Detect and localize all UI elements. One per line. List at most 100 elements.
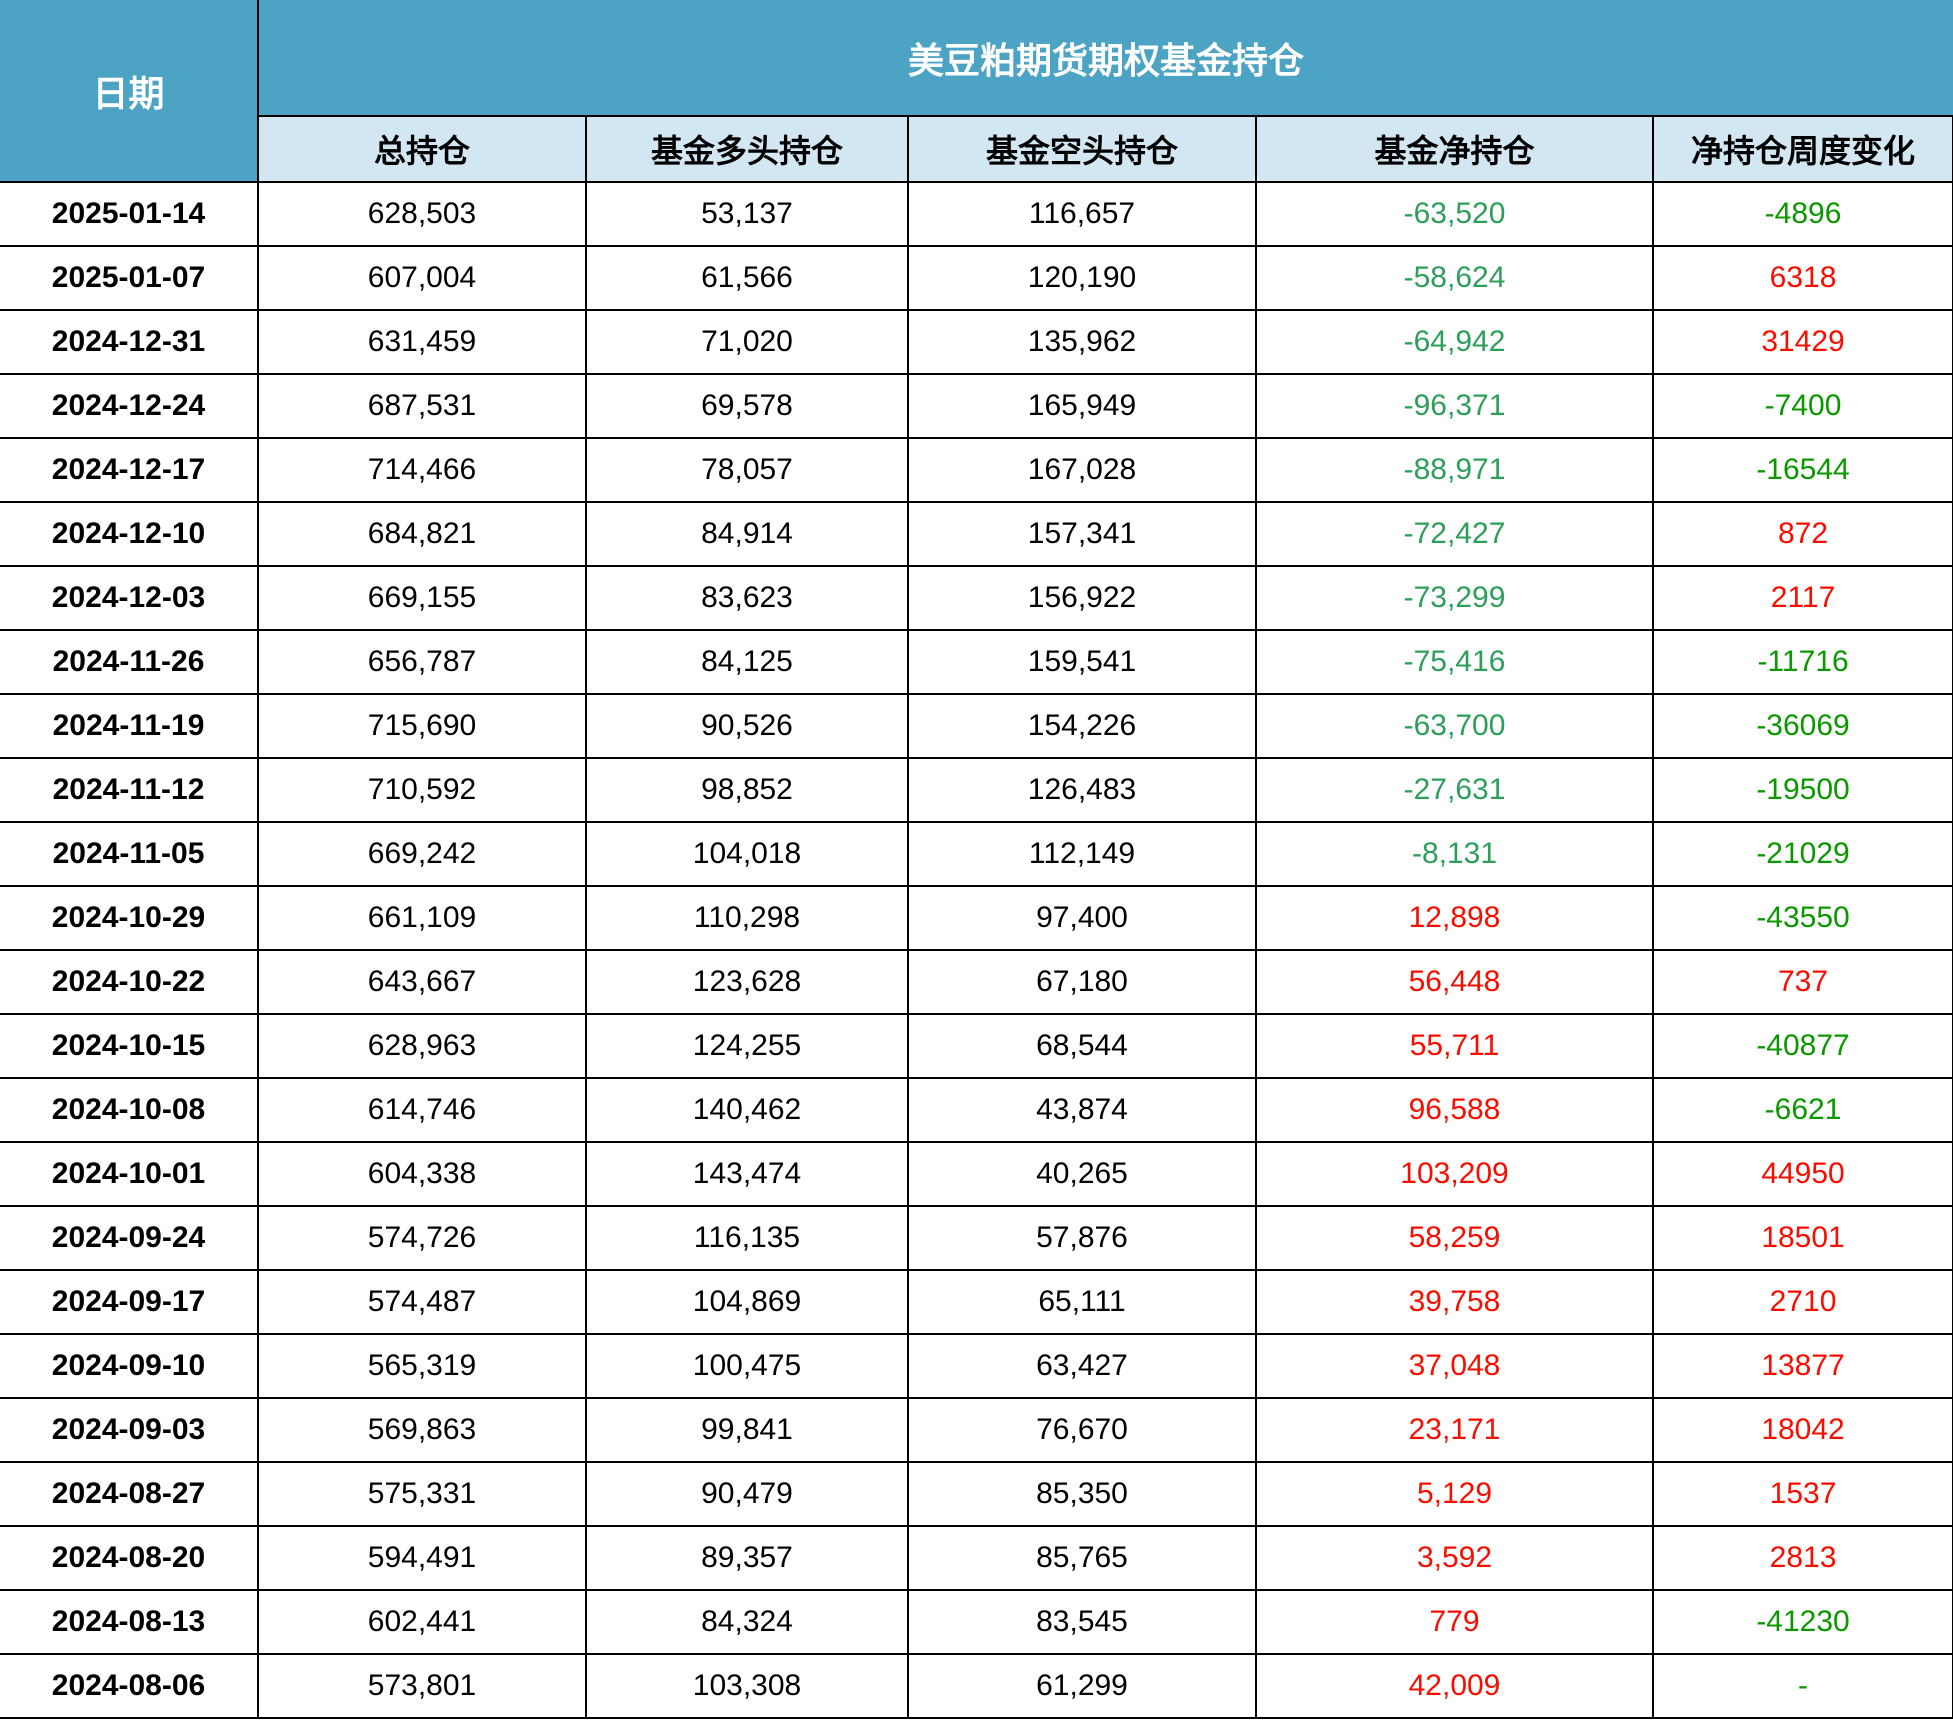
table-row: 2024-12-10 684,821 84,914 157,341 -72,427 872 [0, 501, 1953, 567]
weekly-change-cell: -40877 [1651, 1013, 1953, 1079]
fund-long-cell: 71,020 [585, 309, 909, 375]
date-cell: 2025-01-07 [0, 245, 259, 311]
total-position-cell: 574,726 [257, 1205, 587, 1271]
table-row: 2024-11-19 715,690 90,526 154,226 -63,700 -36… [0, 693, 1953, 759]
table-row: 2024-12-03 669,155 83,623 156,922 -73,299 211… [0, 565, 1953, 631]
total-position-cell: 661,109 [257, 885, 587, 951]
weekly-change-cell: -7400 [1651, 373, 1953, 439]
fund-net-cell: -72,427 [1255, 501, 1654, 567]
fund-long-cell: 53,137 [585, 181, 909, 247]
weekly-change-cell: 2710 [1651, 1269, 1953, 1335]
date-cell: 2024-10-22 [0, 949, 259, 1015]
total-position-cell: 628,963 [257, 1013, 587, 1079]
total-position-cell: 643,667 [257, 949, 587, 1015]
fund-net-cell: 37,048 [1255, 1333, 1654, 1399]
fund-net-cell: 42,009 [1255, 1653, 1654, 1719]
fund-long-cell: 140,462 [585, 1077, 909, 1143]
fund-long-cell: 100,475 [585, 1333, 909, 1399]
fund-short-cell: 76,670 [907, 1397, 1257, 1463]
date-cell: 2024-08-27 [0, 1461, 259, 1527]
date-cell: 2024-12-17 [0, 437, 259, 503]
fund-long-cell: 143,474 [585, 1141, 909, 1207]
fund-net-cell: -8,131 [1255, 821, 1654, 887]
date-cell: 2024-11-26 [0, 629, 259, 695]
fund-net-cell: 779 [1255, 1589, 1654, 1655]
table-row: 2024-12-31 631,459 71,020 135,962 -64,942 314… [0, 309, 1953, 375]
fund-long-cell: 103,308 [585, 1653, 909, 1719]
table-row: 2024-11-05 669,242 104,018 112,149 -8,131 -21… [0, 821, 1953, 887]
fund-long-cell: 83,623 [585, 565, 909, 631]
fund-short-cell: 135,962 [907, 309, 1257, 375]
table-row: 2024-10-01 604,338 143,474 40,265 103,209 449… [0, 1141, 1953, 1207]
fund-short-cell: 157,341 [907, 501, 1257, 567]
fund-long-cell: 98,852 [585, 757, 909, 823]
table-row: 2024-10-15 628,963 124,255 68,544 55,711 -408… [0, 1013, 1953, 1079]
total-position-cell: 656,787 [257, 629, 587, 695]
fund-net-cell: -58,624 [1255, 245, 1654, 311]
date-cell: 2024-11-12 [0, 757, 259, 823]
fund-short-cell: 85,350 [907, 1461, 1257, 1527]
date-column-header: 日期 [0, 0, 259, 183]
weekly-change-cell: - [1651, 1653, 1953, 1719]
fund-net-cell: -64,942 [1255, 309, 1654, 375]
weekly-change-cell: 31429 [1651, 309, 1953, 375]
total-position-cell: 573,801 [257, 1653, 587, 1719]
sub-header-row: 总持仓 基金多头持仓 基金空头持仓 基金净持仓 净持仓周度变化 [0, 115, 1953, 183]
table-row: 2024-11-26 656,787 84,125 159,541 -75,416 -11… [0, 629, 1953, 695]
fund-long-cell: 116,135 [585, 1205, 909, 1271]
total-position-cell: 628,503 [257, 181, 587, 247]
date-cell: 2024-08-06 [0, 1653, 259, 1719]
date-cell: 2024-12-31 [0, 309, 259, 375]
fund-net-cell: 39,758 [1255, 1269, 1654, 1335]
fund-long-cell: 84,324 [585, 1589, 909, 1655]
total-position-cell: 604,338 [257, 1141, 587, 1207]
fund-net-cell: 103,209 [1255, 1141, 1654, 1207]
fund-net-cell: 5,129 [1255, 1461, 1654, 1527]
table-row: 2024-09-17 574,487 104,869 65,111 39,758 2710 [0, 1269, 1953, 1335]
col-header-fund-short: 基金空头持仓 [907, 115, 1257, 183]
fund-long-cell: 90,526 [585, 693, 909, 759]
table-row: 2025-01-07 607,004 61,566 120,190 -58,624 631… [0, 245, 1953, 311]
fund-net-cell: 23,171 [1255, 1397, 1654, 1463]
date-cell: 2024-08-20 [0, 1525, 259, 1591]
weekly-change-cell: -16544 [1651, 437, 1953, 503]
fund-short-cell: 83,545 [907, 1589, 1257, 1655]
fund-net-cell: -75,416 [1255, 629, 1654, 695]
total-position-cell: 669,242 [257, 821, 587, 887]
total-position-cell: 574,487 [257, 1269, 587, 1335]
total-position-cell: 614,746 [257, 1077, 587, 1143]
fund-short-cell: 67,180 [907, 949, 1257, 1015]
fund-short-cell: 126,483 [907, 757, 1257, 823]
table-row: 2024-10-29 661,109 110,298 97,400 12,898 -435… [0, 885, 1953, 951]
date-cell: 2024-09-24 [0, 1205, 259, 1271]
fund-short-cell: 57,876 [907, 1205, 1257, 1271]
fund-short-cell: 116,657 [907, 181, 1257, 247]
fund-short-cell: 165,949 [907, 373, 1257, 439]
total-position-cell: 684,821 [257, 501, 587, 567]
total-position-cell: 569,863 [257, 1397, 587, 1463]
weekly-change-cell: -4896 [1651, 181, 1953, 247]
weekly-change-cell: 6318 [1651, 245, 1953, 311]
fund-net-cell: -73,299 [1255, 565, 1654, 631]
total-position-cell: 631,459 [257, 309, 587, 375]
date-cell: 2024-10-29 [0, 885, 259, 951]
fund-net-cell: -63,520 [1255, 181, 1654, 247]
weekly-change-cell: 18042 [1651, 1397, 1953, 1463]
fund-long-cell: 104,869 [585, 1269, 909, 1335]
weekly-change-cell: -6621 [1651, 1077, 1953, 1143]
weekly-change-cell: 2117 [1651, 565, 1953, 631]
table-row: 2024-09-24 574,726 116,135 57,876 58,259 1850… [0, 1205, 1953, 1271]
fund-net-cell: 56,448 [1255, 949, 1654, 1015]
fund-long-cell: 89,357 [585, 1525, 909, 1591]
table-row: 2025-01-14 628,503 53,137 116,657 -63,520 -48… [0, 181, 1953, 247]
table-row: 2024-08-13 602,441 84,324 83,545 779 -41230 [0, 1589, 1953, 1655]
weekly-change-cell: -36069 [1651, 693, 1953, 759]
date-cell: 2024-09-10 [0, 1333, 259, 1399]
fund-short-cell: 63,427 [907, 1333, 1257, 1399]
table-title: 美豆粕期货期权基金持仓 [256, 0, 1953, 117]
fund-net-cell: -63,700 [1255, 693, 1654, 759]
fund-long-cell: 110,298 [585, 885, 909, 951]
date-cell: 2024-12-03 [0, 565, 259, 631]
col-header-total-position: 总持仓 [257, 115, 587, 183]
